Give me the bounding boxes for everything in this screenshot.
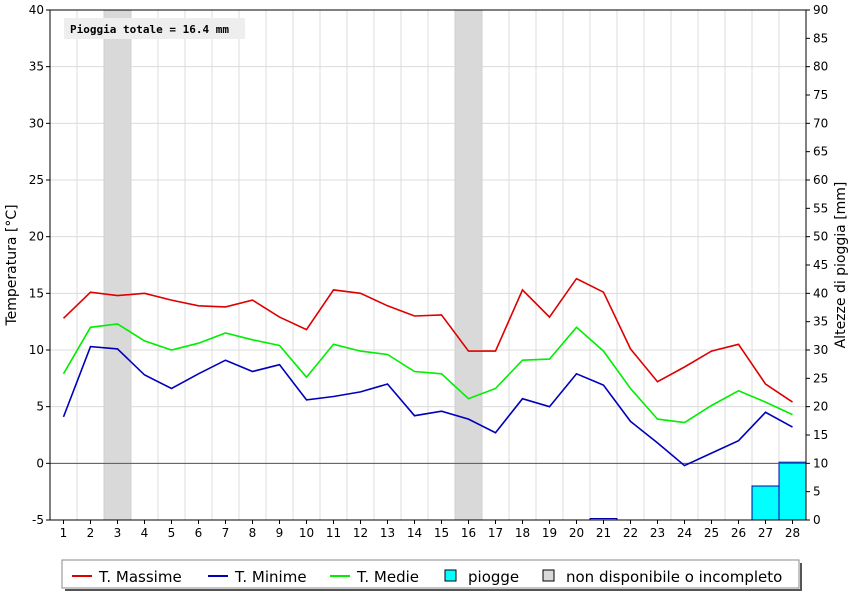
y-tick-label-right: 55 xyxy=(813,201,828,215)
x-tick-label: 2 xyxy=(87,526,95,540)
legend: T. Massime T. Minime T. Medie piogge non… xyxy=(61,559,802,591)
x-tick-label: 22 xyxy=(623,526,638,540)
y-tick-label-left: 15 xyxy=(29,286,44,300)
x-tick-label: 15 xyxy=(434,526,449,540)
y-tick-label-left: 10 xyxy=(29,343,44,357)
total-rain-badge: Pioggia totale = 16.4 mm xyxy=(64,18,245,39)
x-tick-label: 1 xyxy=(60,526,68,540)
y-tick-label-right: 40 xyxy=(813,286,828,300)
x-tick-label: 14 xyxy=(407,526,422,540)
x-tick-label: 3 xyxy=(114,526,122,540)
y-tick-label-left: -5 xyxy=(32,513,44,527)
y-tick-label-right: 5 xyxy=(813,485,821,499)
x-tick-label: 12 xyxy=(353,526,368,540)
x-tick-label: 21 xyxy=(596,526,611,540)
y-tick-label-right: 50 xyxy=(813,230,828,244)
x-tick-label: 19 xyxy=(542,526,557,540)
x-tick-label: 5 xyxy=(168,526,176,540)
y-tick-label-right: 70 xyxy=(813,116,828,130)
legend-label-rain: piogge xyxy=(468,568,519,586)
rain-bar xyxy=(778,461,807,521)
unavailable-band xyxy=(454,9,483,521)
legend-label-mean: T. Medie xyxy=(356,568,419,586)
x-tick-label: 9 xyxy=(276,526,284,540)
y-tick-label-left: 35 xyxy=(29,60,44,74)
x-tick-label: 11 xyxy=(326,526,341,540)
series-lines xyxy=(62,277,793,467)
y-tick-label-right: 30 xyxy=(813,343,828,357)
y-tick-label-right: 80 xyxy=(813,60,828,74)
rain-bar xyxy=(751,485,780,521)
x-tick-label: 16 xyxy=(461,526,476,540)
unavailable-band xyxy=(103,9,132,521)
y-tick-label-right: 0 xyxy=(813,513,821,527)
y-tick-label-right: 75 xyxy=(813,88,828,102)
x-tick-label: 20 xyxy=(569,526,584,540)
y-tick-label-left: 0 xyxy=(36,456,44,470)
x-tick-label: 7 xyxy=(222,526,230,540)
unavailable-bands xyxy=(103,9,483,521)
y-tick-label-left: 20 xyxy=(29,230,44,244)
legend-label-unavailable: non disponibile o incompleto xyxy=(566,568,782,586)
x-tick-label: 25 xyxy=(704,526,719,540)
x-tick-label: 6 xyxy=(195,526,203,540)
y-tick-label-right: 60 xyxy=(813,173,828,187)
y-tick-label-right: 10 xyxy=(813,456,828,470)
total-rain-text: Pioggia totale = 16.4 mm xyxy=(70,23,229,36)
rain-bars xyxy=(589,461,807,521)
x-tick-label: 4 xyxy=(141,526,149,540)
y-tick-label-right: 90 xyxy=(813,3,828,17)
axes xyxy=(46,9,810,524)
y-axis-title-left: Temperatura [°C] xyxy=(4,204,20,326)
x-tick-label: 28 xyxy=(785,526,800,540)
series-line-t-massime xyxy=(62,277,793,403)
legend-swatch-unavailable xyxy=(542,569,555,582)
y-tick-label-right: 25 xyxy=(813,371,828,385)
x-tick-label: 8 xyxy=(249,526,257,540)
legend-swatch-rain xyxy=(444,569,457,582)
tick-labels: -505101520253035400510152025303540455055… xyxy=(29,3,829,540)
y-tick-label-right: 45 xyxy=(813,258,828,272)
x-tick-label: 27 xyxy=(758,526,773,540)
y-tick-label-right: 35 xyxy=(813,315,828,329)
x-tick-label: 17 xyxy=(488,526,503,540)
legend-label-min: T. Minime xyxy=(234,568,307,586)
y-tick-label-right: 85 xyxy=(813,31,828,45)
x-tick-label: 24 xyxy=(677,526,692,540)
x-tick-label: 13 xyxy=(380,526,395,540)
x-tick-label: 23 xyxy=(650,526,665,540)
series-line-t-medie xyxy=(62,323,793,424)
series-line-t-minime xyxy=(62,345,793,467)
y-tick-label-left: 5 xyxy=(36,400,44,414)
y-axis-title-right: Altezze di pioggia [mm] xyxy=(833,182,849,349)
y-tick-label-right: 65 xyxy=(813,145,828,159)
x-tick-label: 26 xyxy=(731,526,746,540)
y-tick-label-right: 15 xyxy=(813,428,828,442)
y-tick-label-left: 40 xyxy=(29,3,44,17)
y-tick-label-left: 25 xyxy=(29,173,44,187)
x-tick-label: 18 xyxy=(515,526,530,540)
total-rain-badge-bg xyxy=(64,18,245,39)
y-tick-label-right: 20 xyxy=(813,400,828,414)
legend-frame xyxy=(61,559,800,589)
y-tick-label-left: 30 xyxy=(29,116,44,130)
x-tick-label: 10 xyxy=(299,526,314,540)
legend-label-max: T. Massime xyxy=(98,568,182,586)
